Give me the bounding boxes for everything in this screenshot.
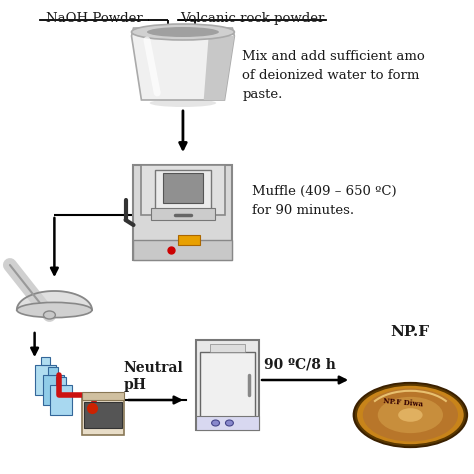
Polygon shape	[131, 28, 234, 100]
Text: NaOH Powder: NaOH Powder	[46, 12, 142, 25]
Polygon shape	[17, 291, 92, 310]
FancyBboxPatch shape	[196, 416, 259, 430]
FancyBboxPatch shape	[43, 375, 64, 405]
FancyBboxPatch shape	[134, 240, 232, 260]
Ellipse shape	[17, 302, 92, 318]
FancyBboxPatch shape	[196, 340, 259, 430]
FancyBboxPatch shape	[48, 367, 58, 375]
Text: Volcanic rock powder: Volcanic rock powder	[180, 12, 324, 25]
Ellipse shape	[150, 99, 216, 107]
Ellipse shape	[211, 420, 219, 426]
Ellipse shape	[147, 27, 219, 37]
Ellipse shape	[131, 24, 234, 40]
FancyBboxPatch shape	[200, 352, 255, 422]
Ellipse shape	[398, 408, 423, 422]
Text: NP.F: NP.F	[391, 325, 430, 339]
FancyBboxPatch shape	[84, 402, 122, 428]
Text: 90 ºC/8 h: 90 ºC/8 h	[264, 358, 336, 372]
Ellipse shape	[354, 383, 467, 447]
FancyBboxPatch shape	[41, 357, 50, 365]
FancyBboxPatch shape	[134, 165, 232, 260]
Text: NP.F Diwa: NP.F Diwa	[383, 397, 424, 409]
FancyBboxPatch shape	[163, 173, 203, 203]
FancyBboxPatch shape	[210, 344, 245, 352]
FancyBboxPatch shape	[56, 377, 66, 385]
Text: Muffle (409 – 650 ºC)
for 90 minutes.: Muffle (409 – 650 ºC) for 90 minutes.	[252, 185, 397, 217]
FancyBboxPatch shape	[35, 365, 56, 395]
FancyBboxPatch shape	[141, 165, 226, 215]
FancyBboxPatch shape	[82, 397, 124, 435]
Ellipse shape	[378, 397, 443, 433]
FancyBboxPatch shape	[155, 170, 210, 210]
Ellipse shape	[44, 311, 55, 319]
Text: Neutral
pH: Neutral pH	[124, 361, 183, 392]
Ellipse shape	[226, 420, 233, 426]
FancyBboxPatch shape	[151, 208, 215, 220]
FancyBboxPatch shape	[178, 235, 200, 245]
Text: Mix and add sufficient amo
of deionized water to form
paste.: Mix and add sufficient amo of deionized …	[242, 50, 425, 101]
Polygon shape	[204, 36, 234, 100]
FancyBboxPatch shape	[50, 385, 72, 415]
Ellipse shape	[356, 385, 465, 445]
Ellipse shape	[363, 389, 458, 441]
FancyBboxPatch shape	[82, 392, 124, 400]
